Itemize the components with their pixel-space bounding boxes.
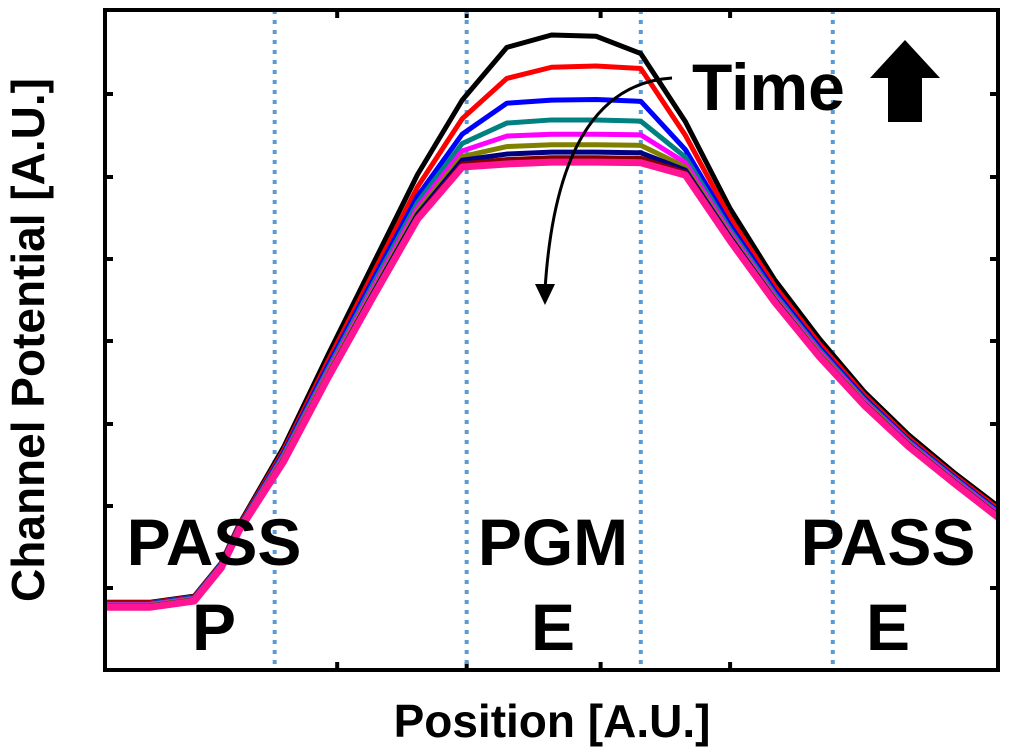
region-label-pass-p-top: PASS [127,505,302,579]
time-arrowhead-down-icon [535,284,555,305]
series-group [105,32,1001,611]
series-line-9 [105,158,1001,611]
time-arrow-curve [543,76,673,291]
plot-frame [103,8,1000,672]
region-label-pgm-e-top: PGM [478,505,628,579]
up-arrow-icon [870,40,940,122]
region-label-pgm-e-bottom: E [531,590,575,664]
region-label-pass-p-bottom: P [192,590,236,664]
x-axis-label: Position [A.U.] [394,695,711,747]
region-label-pass-e-bottom: E [866,590,910,664]
time-annotation: Time [692,50,845,124]
region-label-pass-e-top: PASS [801,505,976,579]
y-axis-label: Channel Potential [A.U.] [2,78,54,602]
